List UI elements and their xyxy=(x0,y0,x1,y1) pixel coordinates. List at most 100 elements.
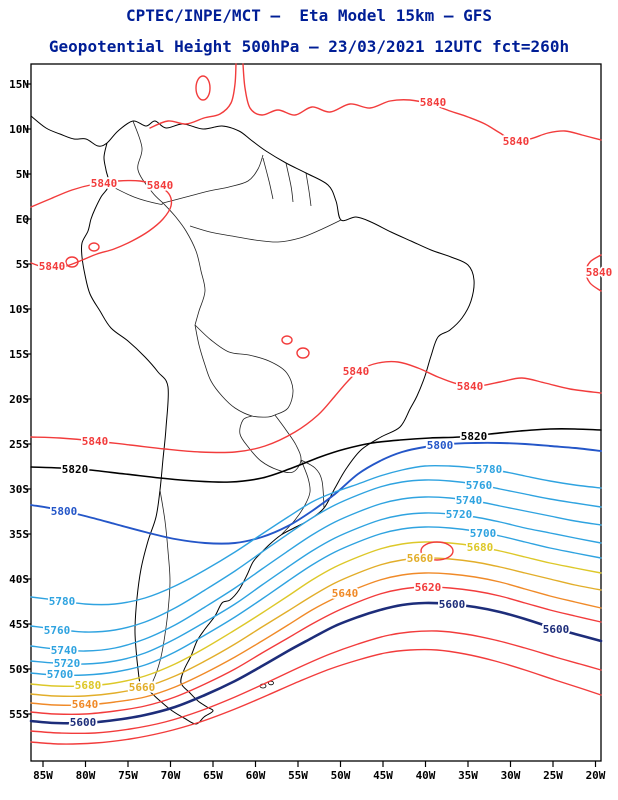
lat-tick-label: 35S xyxy=(9,528,29,541)
contour-label: 5660 xyxy=(407,552,434,565)
contour-label: 5820 xyxy=(461,430,488,443)
lon-tick-label: 85W xyxy=(33,769,53,782)
contour-label: 5740 xyxy=(51,644,78,657)
contour-label: 5840 xyxy=(82,435,109,448)
lat-tick-label: 15N xyxy=(9,78,29,91)
lon-tick-label: 80W xyxy=(76,769,96,782)
lon-tick-label: 70W xyxy=(161,769,181,782)
contour-label: 5800 xyxy=(427,439,454,452)
contour-line-5840 xyxy=(30,179,173,270)
contour-line-5740 xyxy=(30,496,602,652)
lon-tick-label: 50W xyxy=(331,769,351,782)
contour-line-5820 xyxy=(30,428,602,483)
country-border xyxy=(280,459,311,536)
contour-label: 5720 xyxy=(446,508,473,521)
lat-tick-label: 30S xyxy=(9,483,29,496)
lon-tick-label: 60W xyxy=(246,769,266,782)
lat-tick-label: 45S xyxy=(9,618,29,631)
lon-tick-label: 25W xyxy=(543,769,563,782)
country-border xyxy=(132,120,164,204)
contour-label: 5660 xyxy=(129,681,156,694)
contour-label: 5700 xyxy=(470,527,497,540)
lon-tick-label: 45W xyxy=(373,769,393,782)
contour-label: 5840 xyxy=(91,177,118,190)
country-border xyxy=(189,219,342,243)
lat-tick-label: 5N xyxy=(16,168,29,181)
contour-label: 5840 xyxy=(39,260,66,273)
contour-line-5700 xyxy=(30,526,602,676)
closed-contour-5840 xyxy=(296,347,310,359)
country-border xyxy=(262,157,274,200)
lon-tick-label: 40W xyxy=(416,769,436,782)
lat-tick-label: EQ xyxy=(16,213,30,226)
closed-contour-5840 xyxy=(88,242,100,252)
lat-tick-label: 15S xyxy=(9,348,29,361)
contour-line-5660 xyxy=(30,557,602,697)
coastline xyxy=(30,115,475,725)
contour-line-5780 xyxy=(30,464,602,606)
country-border xyxy=(239,414,302,474)
contour-line-5600 xyxy=(29,601,603,725)
lon-tick-label: 75W xyxy=(118,769,138,782)
lat-tick-label: 50S xyxy=(9,663,29,676)
country-border xyxy=(300,459,325,509)
contour-label: 5780 xyxy=(49,595,76,608)
contour-label: 5680 xyxy=(75,679,102,692)
lat-tick-label: 10S xyxy=(9,303,29,316)
country-border xyxy=(162,202,206,326)
contour-label: 5840 xyxy=(147,179,174,192)
chart-title-line1: CPTEC/INPE/MCT – Eta Model 15km – GFS xyxy=(125,6,493,25)
contour-line-5580 xyxy=(30,630,602,735)
closed-contour-5620 xyxy=(420,541,454,561)
lat-tick-label: 40S xyxy=(9,573,29,586)
closed-contour-5840 xyxy=(65,256,79,268)
contour-line-5640 xyxy=(30,572,602,706)
contour-line-5800 xyxy=(30,441,602,545)
lon-tick-label: 65W xyxy=(203,769,223,782)
contour-label: 5620 xyxy=(415,581,442,594)
lat-tick-label: 20S xyxy=(9,393,29,406)
contour-label: 5680 xyxy=(467,541,494,554)
contour-label: 5840 xyxy=(343,365,370,378)
country-border xyxy=(194,324,294,416)
contour-label: 5820 xyxy=(62,463,89,476)
contour-line-5840 xyxy=(585,254,602,292)
contour-line-5680 xyxy=(30,541,602,687)
contour-label: 5840 xyxy=(457,380,484,393)
contour-label: 5840 xyxy=(503,135,530,148)
contour-line-5840 xyxy=(149,63,237,129)
lat-tick-label: 10N xyxy=(9,123,29,136)
contour-label: 5760 xyxy=(466,479,493,492)
lat-tick-label: 25S xyxy=(9,438,29,451)
contour-label: 5840 xyxy=(586,266,613,279)
map-frame xyxy=(30,63,602,762)
country-border xyxy=(194,324,276,418)
country-border xyxy=(285,162,294,203)
contour-line-5720 xyxy=(30,512,602,665)
contour-label: 5600 xyxy=(70,716,97,729)
lon-tick-label: 35W xyxy=(458,769,478,782)
contour-line-5620 xyxy=(30,586,602,715)
lon-tick-label: 20W xyxy=(586,769,606,782)
contour-label: 5640 xyxy=(332,587,359,600)
contour-line-5840 xyxy=(242,63,602,142)
closed-contour-5840 xyxy=(195,75,211,101)
lon-tick-label: 55W xyxy=(288,769,308,782)
contour-label: 5800 xyxy=(51,505,78,518)
country-border xyxy=(162,154,264,204)
chart-title-line2: Geopotential Height 500hPa – 23/03/2021 … xyxy=(48,37,570,56)
contour-label: 5640 xyxy=(72,698,99,711)
contour-label: 5700 xyxy=(47,668,74,681)
country-border xyxy=(108,184,164,205)
contour-label: 5780 xyxy=(476,463,503,476)
country-border xyxy=(305,172,312,207)
contour-label: 5740 xyxy=(456,494,483,507)
contour-label: 5840 xyxy=(420,96,447,109)
contour-line-5840 xyxy=(30,360,602,454)
contour-line-5560 xyxy=(30,648,602,745)
lat-tick-label: 5S xyxy=(16,258,29,271)
lat-tick-label: 55S xyxy=(9,708,29,721)
lon-tick-label: 30W xyxy=(501,769,521,782)
